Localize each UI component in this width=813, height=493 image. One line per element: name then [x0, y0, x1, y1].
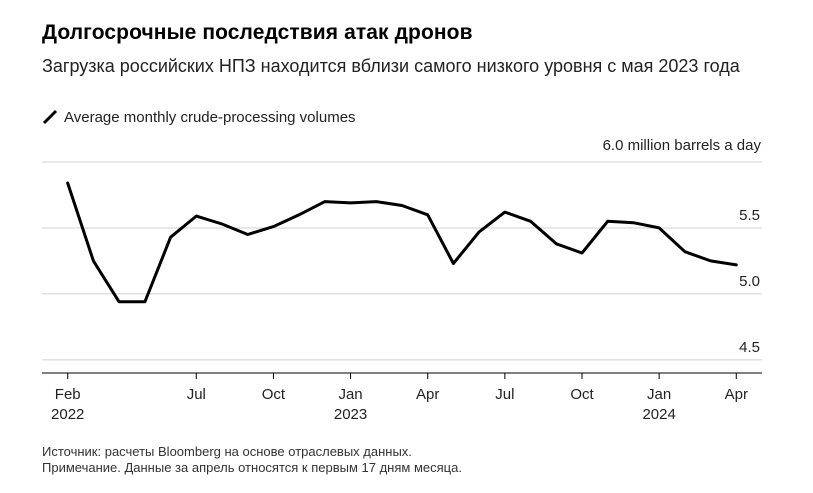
x-tick-label: Oct — [570, 386, 594, 403]
x-tick-label: Apr — [725, 386, 748, 403]
legend-line-swatch — [42, 109, 58, 125]
x-tick-year-label: 2024 — [642, 406, 675, 423]
y-tick-label: 4.5 — [739, 339, 760, 356]
chart-title: Долгосрочные последствия атак дронов — [42, 21, 473, 44]
x-tick-label: Feb — [55, 386, 81, 403]
y-axis-unit-label: 6.0 million barrels a day — [602, 137, 761, 154]
x-tick-label: Jul — [495, 386, 514, 403]
x-tick-year-label: 2023 — [334, 406, 367, 423]
x-tick-label: Oct — [262, 386, 286, 403]
legend: Average monthly crude-processing volumes — [42, 108, 356, 126]
chart-subtitle: Загрузка российских НПЗ находится вблизи… — [42, 56, 740, 76]
x-tick-label: Apr — [416, 386, 439, 403]
x-tick-label: Jul — [187, 386, 206, 403]
chart-footer: Источник: расчеты Bloomberg на основе от… — [42, 444, 462, 476]
legend-label: Average monthly crude-processing volumes — [64, 108, 356, 126]
data-note: Примечание. Данные за апрель относятся к… — [42, 460, 462, 475]
x-tick-label: Jan — [338, 386, 362, 403]
x-tick-label: Jan — [647, 386, 671, 403]
x-tick-year-label: 2022 — [51, 406, 84, 423]
y-tick-label: 5.5 — [739, 207, 760, 224]
y-tick-label: 5.0 — [739, 273, 760, 290]
source-note: Источник: расчеты Bloomberg на основе от… — [42, 444, 412, 459]
series-line — [66, 181, 738, 304]
